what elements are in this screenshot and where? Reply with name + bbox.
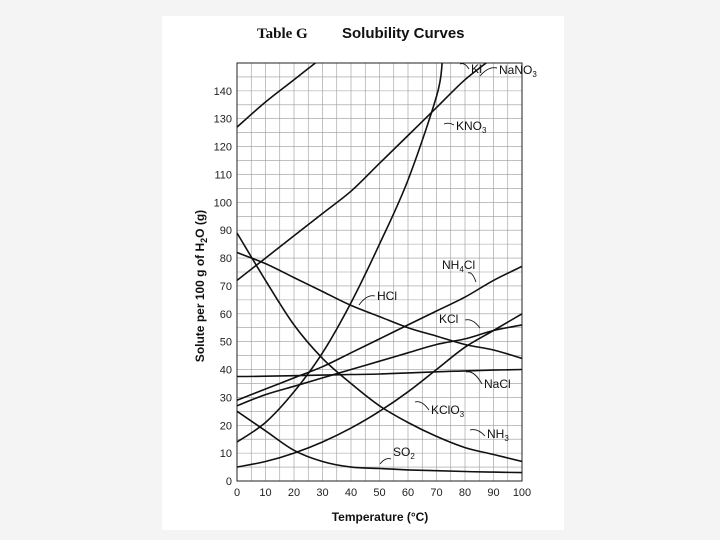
y-tick-label: 20 — [220, 420, 232, 432]
y-axis-label: Solute per 100 g of H2O (g) — [193, 210, 209, 362]
x-tick-label: 30 — [316, 487, 328, 499]
series-label-nano3: NaNO3 — [499, 63, 537, 79]
series-label-kcl: KCl — [439, 312, 458, 326]
leader-line-nano3 — [479, 67, 498, 77]
grid — [236, 62, 523, 482]
y-tick-label: 110 — [214, 169, 232, 181]
y-tick-label: 0 — [226, 476, 232, 488]
x-tick-label: 0 — [234, 487, 240, 499]
leader-line-kno3 — [443, 122, 455, 126]
leader-line-kcl — [464, 319, 481, 329]
series-label-kno3: KNO3 — [456, 119, 487, 135]
y-tick-label: 60 — [220, 309, 232, 321]
x-tick-label: 100 — [513, 487, 531, 499]
x-tick-label: 50 — [373, 487, 385, 499]
series-label-so2: SO2 — [393, 445, 415, 461]
y-tick-label: 50 — [220, 337, 232, 349]
curve-nh4cl — [237, 265, 522, 401]
leader-line-so2 — [379, 458, 392, 465]
leader-line-nh3 — [469, 429, 486, 437]
y-tick-label: 140 — [214, 86, 232, 98]
y-tick-label: 80 — [220, 253, 232, 265]
chart-title-prefix: Table G — [257, 26, 308, 42]
leader-line-kclo3 — [414, 401, 430, 411]
curve-hcl — [237, 251, 522, 360]
y-tick-label: 90 — [220, 225, 232, 237]
series-label-ki: KI — [471, 62, 482, 76]
series-label-nh4cl: NH4Cl — [442, 258, 475, 274]
chart-card: Table G Solubility Curves 0 10 20 30 40 50 60 7… — [162, 16, 564, 530]
y-tick-label: 30 — [220, 392, 232, 404]
x-tick-label: 90 — [487, 487, 499, 499]
curve-so2 — [237, 410, 522, 474]
x-tick-label: 20 — [288, 487, 300, 499]
curve-ki — [237, 63, 317, 128]
leader-line-nacl — [465, 371, 483, 385]
leader-line-hcl — [358, 295, 376, 306]
x-tick-label: 10 — [259, 487, 271, 499]
x-tick-labels: 0 10 20 30 40 50 60 70 80 90 100 — [234, 487, 531, 499]
x-axis-label: Temperature (°C) — [332, 510, 429, 524]
y-tick-label: 10 — [220, 448, 232, 460]
x-tick-label: 60 — [402, 487, 414, 499]
chart-title: Solubility Curves — [342, 25, 465, 42]
plot-frame — [236, 62, 523, 482]
series-label-kclo3: KClO3 — [431, 403, 465, 419]
leader-line-nh4cl — [467, 272, 477, 283]
curve-nacl — [237, 368, 522, 378]
series-label-nacl: NaCl — [484, 377, 511, 391]
series-label-hcl: HCl — [377, 289, 397, 303]
curve-kno3 — [237, 63, 443, 443]
x-tick-label: 70 — [430, 487, 442, 499]
y-tick-label: 120 — [214, 142, 232, 154]
y-tick-label: 70 — [220, 281, 232, 293]
series-labels: KI NaNO3 KNO3 NH4Cl HCl KCl NaCl KClO3 NH3 SO2 — [358, 62, 537, 465]
curve-nh3 — [237, 232, 522, 463]
y-tick-labels: 0 10 20 30 40 50 60 70 80 90 100 110 120 130 140 — [214, 86, 232, 488]
x-tick-label: 80 — [459, 487, 471, 499]
solubility-chart: Table G Solubility Curves 0 10 20 30 40 50 60 7… — [193, 25, 537, 524]
curve-kcl — [237, 324, 522, 407]
x-tick-label: 40 — [345, 487, 357, 499]
leader-line-ki — [459, 63, 470, 70]
series-label-nh3: NH3 — [487, 427, 509, 443]
series-curves — [237, 63, 522, 474]
curve-kclo3 — [237, 313, 522, 468]
y-tick-label: 100 — [214, 197, 232, 209]
y-tick-label: 40 — [220, 365, 232, 377]
y-tick-label: 130 — [214, 114, 232, 126]
curve-nano3 — [237, 63, 488, 282]
